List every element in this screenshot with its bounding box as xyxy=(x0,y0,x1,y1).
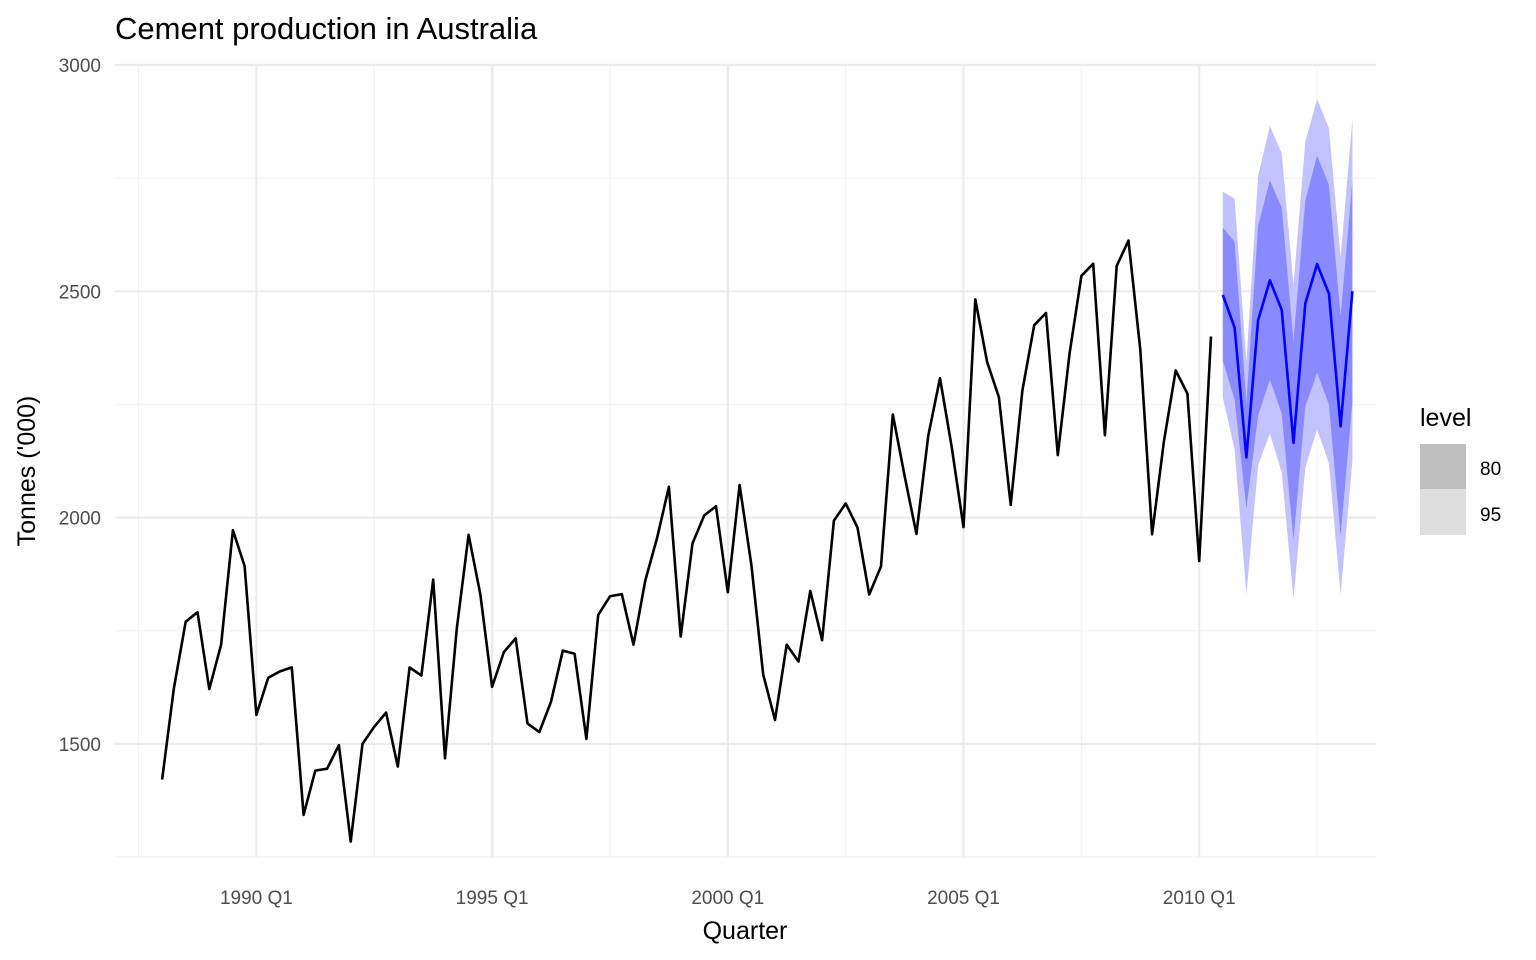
forecast-bands xyxy=(1222,98,1353,600)
grid-minor xyxy=(115,65,1376,858)
legend-key-95 xyxy=(1420,489,1466,535)
legend-key-80 xyxy=(1420,444,1466,489)
x-tick-label: 2005 Q1 xyxy=(927,888,1000,909)
band-80 xyxy=(1222,155,1353,541)
y-tick-label: 1500 xyxy=(59,735,101,756)
chart-title: Cement production in Australia xyxy=(115,11,538,46)
x-tick-label: 2000 Q1 xyxy=(691,888,764,909)
x-tick-label: 1995 Q1 xyxy=(456,888,529,909)
forecast-mean-line xyxy=(1221,262,1354,459)
legend: level 80 95 xyxy=(1420,404,1501,535)
series-lines xyxy=(160,239,1354,843)
legend-label-80: 80 xyxy=(1480,459,1501,480)
y-tick-label: 2000 xyxy=(59,509,101,530)
x-tick-label: 1990 Q1 xyxy=(220,888,293,909)
x-axis-title: Quarter xyxy=(703,917,788,945)
y-tick-labels: 1500 2000 2500 3000 xyxy=(59,56,101,756)
x-tick-label: 2010 Q1 xyxy=(1163,888,1236,909)
history-line xyxy=(160,239,1213,843)
y-tick-label: 3000 xyxy=(59,56,101,77)
legend-title: level xyxy=(1420,404,1471,432)
y-axis-title: Tonnes ('000) xyxy=(13,396,41,547)
y-tick-label: 2500 xyxy=(59,282,101,303)
legend-label-95: 95 xyxy=(1480,505,1501,526)
grid-major xyxy=(115,63,1376,857)
x-tick-labels: 1990 Q1 1995 Q1 2000 Q1 2005 Q1 2010 Q1 xyxy=(220,888,1236,909)
